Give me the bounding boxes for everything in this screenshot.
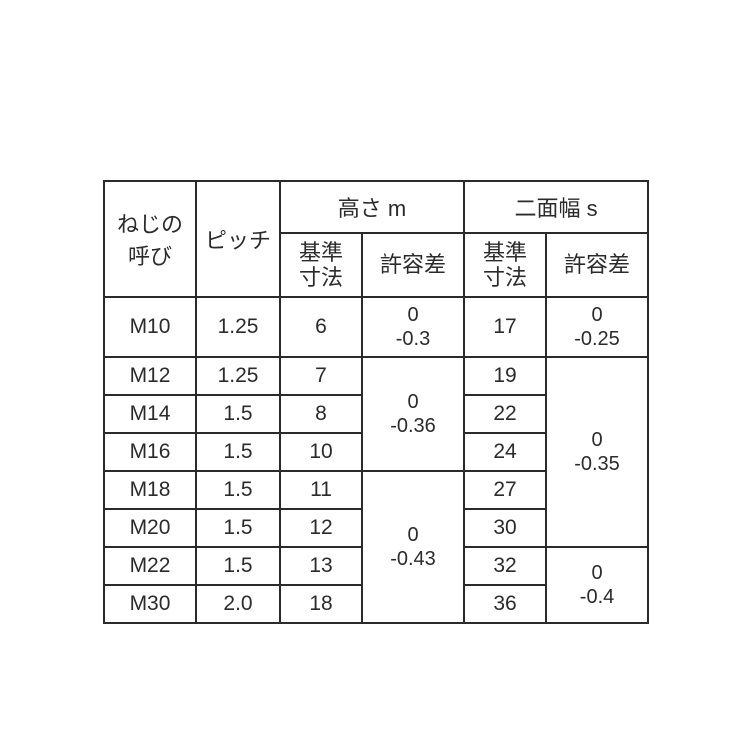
cell-pitch: 1.25 xyxy=(196,297,280,357)
cell-name: M18 xyxy=(104,471,196,509)
cell-name: M30 xyxy=(104,585,196,623)
cell-pitch: 1.5 xyxy=(196,547,280,585)
cell-width-basic: 24 xyxy=(464,433,546,471)
cell-height-basic: 7 xyxy=(280,357,362,395)
tol-lower: -0.36 xyxy=(363,414,463,438)
cell-name: M22 xyxy=(104,547,196,585)
cell-width-basic: 27 xyxy=(464,471,546,509)
col-width-basic: 基準寸法 xyxy=(464,233,546,297)
col-thread-call: ねじの呼び xyxy=(104,181,196,297)
cell-width-basic: 22 xyxy=(464,395,546,433)
cell-height-basic: 12 xyxy=(280,509,362,547)
cell-width-basic: 36 xyxy=(464,585,546,623)
cell-name: M16 xyxy=(104,433,196,471)
cell-pitch: 1.5 xyxy=(196,395,280,433)
cell-width-basic: 30 xyxy=(464,509,546,547)
tol-upper: 0 xyxy=(363,390,463,414)
cell-height-basic: 6 xyxy=(280,297,362,357)
tol-upper: 0 xyxy=(363,523,463,547)
tol-upper: 0 xyxy=(547,428,647,452)
tol-lower: -0.35 xyxy=(547,452,647,476)
cell-height-tol: 0 -0.43 xyxy=(362,471,464,623)
col-height-group: 高さ m xyxy=(280,181,464,233)
cell-name: M20 xyxy=(104,509,196,547)
table-header: ねじの呼び ピッチ 高さ m 二面幅 s 基準寸法 許容差 基準寸法 許容差 xyxy=(104,181,648,297)
table-row: M12 1.25 7 0 -0.36 19 0 -0.35 xyxy=(104,357,648,395)
tol-lower: -0.25 xyxy=(547,327,647,351)
cell-pitch: 1.25 xyxy=(196,357,280,395)
tol-lower: -0.4 xyxy=(547,585,647,609)
cell-width-basic: 32 xyxy=(464,547,546,585)
cell-height-basic: 10 xyxy=(280,433,362,471)
cell-width-tol: 0 -0.4 xyxy=(546,547,648,623)
tol-upper: 0 xyxy=(547,303,647,327)
cell-height-tol: 0 -0.36 xyxy=(362,357,464,471)
tol-lower: -0.3 xyxy=(363,327,463,351)
spec-table: ねじの呼び ピッチ 高さ m 二面幅 s 基準寸法 許容差 基準寸法 許容差 M… xyxy=(103,180,649,624)
cell-width-tol: 0 -0.35 xyxy=(546,357,648,547)
table-body: M10 1.25 6 0 -0.3 17 0 -0.25 M12 1.25 7 xyxy=(104,297,648,623)
table-row: M10 1.25 6 0 -0.3 17 0 -0.25 xyxy=(104,297,648,357)
cell-name: M14 xyxy=(104,395,196,433)
cell-name: M10 xyxy=(104,297,196,357)
cell-height-tol: 0 -0.3 xyxy=(362,297,464,357)
col-pitch: ピッチ xyxy=(196,181,280,297)
tol-upper: 0 xyxy=(363,303,463,327)
cell-height-basic: 18 xyxy=(280,585,362,623)
cell-height-basic: 13 xyxy=(280,547,362,585)
cell-pitch: 1.5 xyxy=(196,433,280,471)
cell-name: M12 xyxy=(104,357,196,395)
cell-height-basic: 8 xyxy=(280,395,362,433)
cell-width-basic: 17 xyxy=(464,297,546,357)
col-height-tolerance: 許容差 xyxy=(362,233,464,297)
cell-pitch: 1.5 xyxy=(196,509,280,547)
cell-pitch: 2.0 xyxy=(196,585,280,623)
col-width-group: 二面幅 s xyxy=(464,181,648,233)
page: ねじの呼び ピッチ 高さ m 二面幅 s 基準寸法 許容差 基準寸法 許容差 M… xyxy=(0,0,750,750)
tol-upper: 0 xyxy=(547,561,647,585)
col-height-basic: 基準寸法 xyxy=(280,233,362,297)
col-width-tolerance: 許容差 xyxy=(546,233,648,297)
cell-pitch: 1.5 xyxy=(196,471,280,509)
cell-height-basic: 11 xyxy=(280,471,362,509)
cell-width-basic: 19 xyxy=(464,357,546,395)
tol-lower: -0.43 xyxy=(363,547,463,571)
cell-width-tol: 0 -0.25 xyxy=(546,297,648,357)
